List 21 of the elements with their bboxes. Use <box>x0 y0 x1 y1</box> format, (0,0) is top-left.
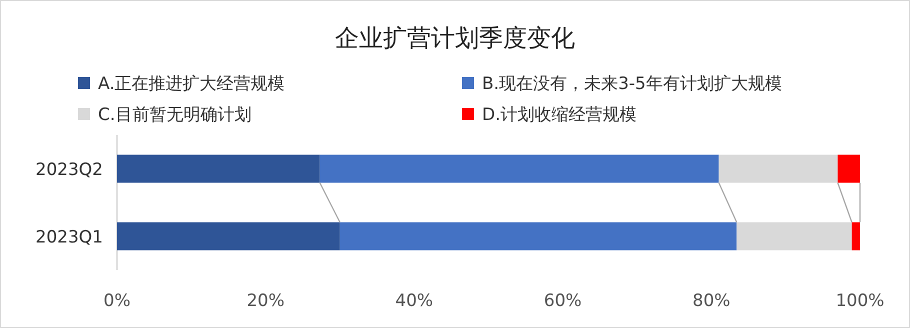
x-tick-label: 20% <box>246 291 284 311</box>
y-tick-label: 2023Q2 <box>36 160 103 180</box>
y-tick-label: 2023Q1 <box>36 227 103 248</box>
legend-label: A.正在推进扩大经营规模 <box>98 74 285 94</box>
bar <box>320 154 719 183</box>
chart-title: 企业扩营计划季度变化 <box>335 24 575 52</box>
bar <box>117 154 320 183</box>
x-tick-label: 100% <box>836 291 884 311</box>
legend-label: C.目前暂无明确计划 <box>98 105 252 125</box>
x-tick-label: 0% <box>104 291 130 311</box>
legend-label: B.现在没有，未来3-5年有计划扩大规模 <box>482 74 782 94</box>
x-tick-label: 80% <box>692 291 730 311</box>
legend-label: D.计划收缩经营规模 <box>482 105 636 125</box>
bar <box>736 222 852 250</box>
x-tick-label: 40% <box>395 291 434 311</box>
bar <box>838 154 860 183</box>
bar <box>718 154 838 183</box>
bar <box>117 222 340 250</box>
bar <box>340 222 737 250</box>
bar <box>852 222 860 250</box>
x-tick-label: 60% <box>544 291 582 311</box>
